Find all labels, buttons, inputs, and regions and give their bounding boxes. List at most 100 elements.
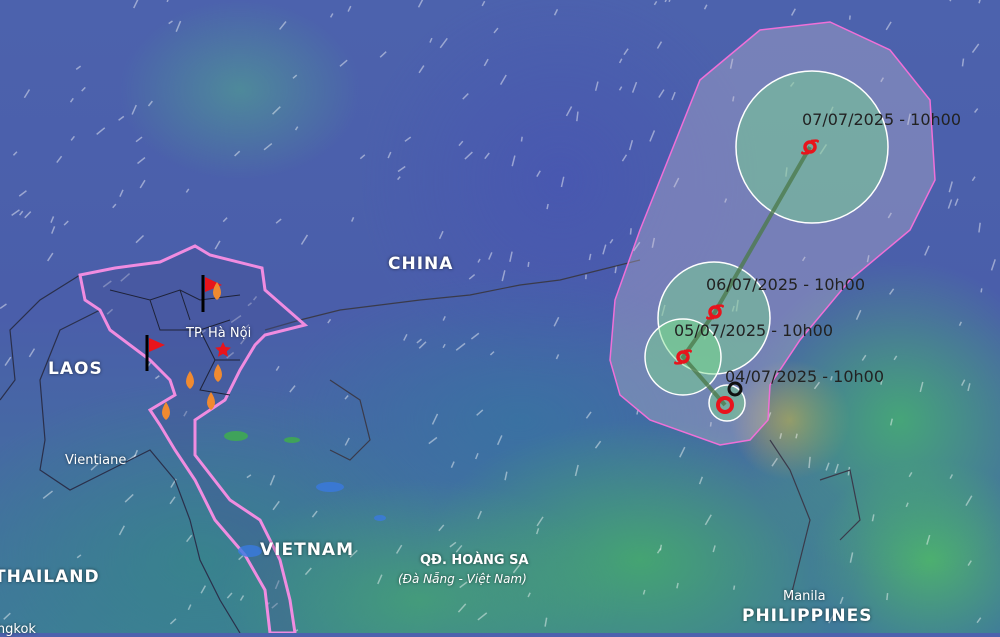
wind-streak [140,180,145,188]
wind-streak [826,463,829,471]
wind-streak [273,501,279,509]
wind-streak [71,98,74,102]
wind-streak [906,503,908,507]
wind-streak [405,137,411,141]
wind-streak [537,528,539,534]
wind-streak [477,410,483,415]
wind-streak [378,575,382,584]
wind-streak [596,82,598,91]
wind-streak [501,75,507,85]
wind-streak [240,595,243,600]
wind-streak [772,458,777,466]
wind-streak [700,477,703,484]
wind-streak [82,87,86,91]
wind-streak [975,109,978,113]
wind-streak [469,275,474,279]
wind-streak [577,112,578,122]
wind-streak [850,552,852,562]
wind-streak [312,511,317,517]
wind-streak [968,561,971,566]
country-label-china: CHINA [388,254,453,274]
country-label-thailand: THAILAND [0,567,100,587]
wind-streak [619,87,621,91]
wind-streak [925,246,929,256]
wind-streak [155,376,159,379]
track-label-07: 07/07/2025 - 10h00 [802,110,961,129]
wind-streak [643,590,644,595]
wind-streak [459,141,463,145]
wind-streak [556,354,558,359]
wind-streak [630,140,633,150]
vietnam-border [80,246,305,633]
wind-streak [345,438,349,446]
wind-streak [20,211,23,215]
wind-streak [780,433,781,438]
wind-streak [465,152,472,159]
wind-streak [705,515,711,525]
wind-streak [654,1,656,5]
wind-streak [113,204,116,208]
wind-streak [972,44,978,53]
wind-streak [979,223,980,233]
wind-streak [120,190,123,197]
wind-streak [331,14,333,18]
wind-streak [170,619,176,624]
wind-streak [887,593,888,600]
wind-streak [51,216,54,222]
country-label-vietnam: VIETNAM [260,540,354,560]
wind-streak [547,204,548,209]
city-label-vientiane: Vientiane [65,453,126,468]
wind-streak [622,155,626,161]
wind-streak [136,236,143,243]
wind-streak [630,228,631,234]
wind-streak [170,497,175,504]
wind-streak [713,545,715,552]
wind-streak [305,568,311,575]
wind-streak [659,90,664,98]
wind-streak [419,342,426,349]
wind-streak [76,66,80,69]
wind-streak [450,542,456,547]
wind-streak [478,511,481,519]
wind-streak [398,177,401,180]
wind-streak [24,90,29,98]
wind-streak [962,380,965,386]
wind-streak [949,182,952,193]
wind-streak [809,457,810,468]
wind-streak [972,177,975,181]
wind-streak [537,517,543,526]
wind-streak [397,545,402,553]
wind-streak [959,322,961,326]
wind-streak [554,317,558,326]
wind-streak [610,239,613,243]
wind-streak [484,59,488,66]
wind-streak [456,343,465,350]
wind-streak [348,6,351,11]
islands-label: QĐ. HOÀNG SA [420,553,529,568]
wind-streak [419,66,424,73]
wind-streak [352,217,354,221]
wind-streak [505,472,507,480]
wind-streak [485,153,489,159]
wind-streak [451,462,454,468]
wind-streak [43,491,52,498]
wind-streak [125,494,133,502]
wind-streak [966,496,972,506]
wind-streak [489,252,492,259]
wind-streak [705,5,707,9]
wind-streak [561,177,563,187]
city-label-manila: Manila [783,589,826,604]
wind-streak [677,583,678,588]
wind-streak [247,475,251,478]
wind-streak [792,9,796,16]
wind-streak [657,42,661,49]
wind-streak [380,52,386,58]
wind-streak [734,586,735,590]
wind-streak [273,107,281,114]
wind-streak [301,235,307,245]
wind-streak [280,22,286,30]
wind-streak [603,245,606,255]
wind-streak [29,349,34,357]
wind-streak [429,438,437,444]
wind-streak [920,382,923,392]
